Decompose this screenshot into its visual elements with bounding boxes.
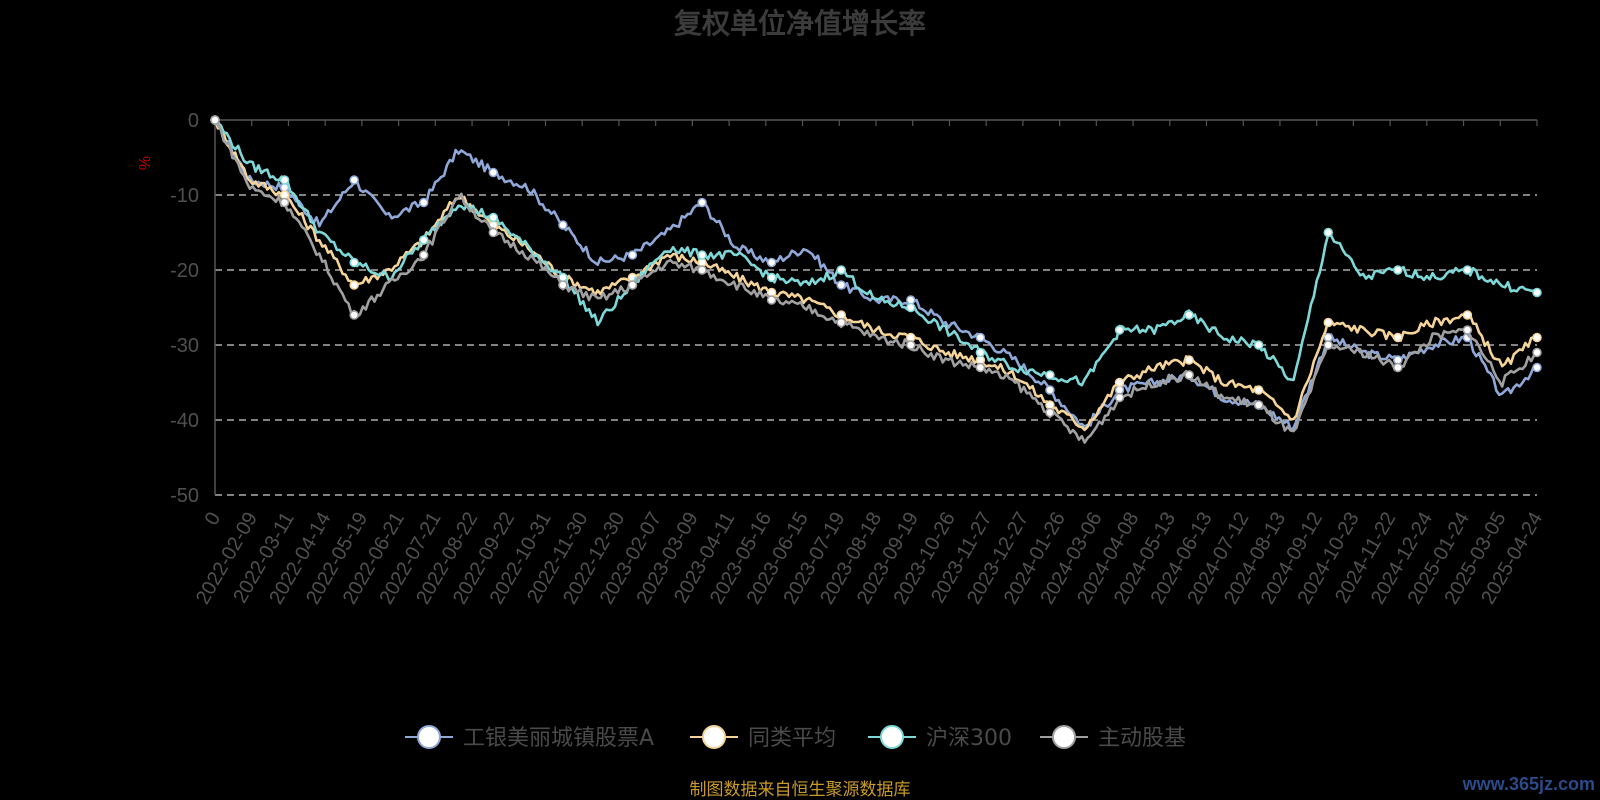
series-point [1045, 370, 1055, 380]
series-point [1184, 310, 1194, 320]
series-point [349, 175, 359, 185]
y-tick-label: -40 [170, 410, 199, 432]
legend-marker [417, 725, 441, 749]
legend-label: 工银美丽城镇股票A [463, 726, 654, 751]
series-point [418, 235, 429, 245]
series-point [766, 257, 777, 268]
series-point [1114, 325, 1125, 335]
series-point [279, 175, 290, 185]
series-point [488, 212, 499, 223]
y-tick-label: -10 [170, 185, 199, 207]
y-tick-label: 0 [188, 110, 199, 132]
series-point [1393, 332, 1403, 343]
series-point [975, 332, 986, 343]
legend-marker [1052, 725, 1076, 749]
series-point [488, 167, 499, 178]
series-point [1253, 340, 1264, 350]
series-point [1532, 287, 1542, 298]
legend-label: 主动股基 [1098, 726, 1186, 751]
series-point [697, 250, 707, 260]
series-point [349, 257, 359, 268]
series-point [1323, 317, 1334, 328]
grid-lines [215, 194, 1537, 496]
series-point [210, 115, 220, 125]
y-tick-label: -50 [170, 485, 199, 507]
series-point [1253, 385, 1264, 395]
series-point [836, 317, 846, 328]
series-point [697, 197, 707, 208]
legend: 工银美丽城镇股票A 同类平均 沪深300 主动股基 [405, 725, 1186, 751]
series-line-1 [214, 118, 1538, 431]
chart-title: 复权单位净值增长率 [674, 7, 926, 40]
series-lines [210, 115, 1542, 444]
series-point [627, 280, 638, 290]
series-point [1323, 227, 1334, 238]
series-point [1253, 400, 1264, 410]
series-point [906, 340, 916, 350]
series-point [766, 295, 777, 305]
legend-marker [880, 725, 904, 749]
axes [214, 119, 1538, 495]
series-line-4 [213, 119, 1538, 444]
series-point [1462, 265, 1473, 275]
y-tick-label: -20 [170, 260, 199, 282]
y-tick-labels: 0 -10 -20 -30 -40 -50 [170, 110, 199, 507]
series-point [558, 220, 568, 230]
legend-marker [702, 725, 726, 749]
watermark: www.365jz.com [1462, 774, 1595, 794]
series-point [975, 347, 986, 358]
series-point [627, 250, 638, 260]
legend-label: 沪深300 [926, 726, 1012, 751]
series-point [1462, 310, 1473, 320]
y-tick-label: -30 [170, 335, 199, 357]
y-axis-label: % [137, 156, 154, 170]
series-point [349, 310, 359, 320]
series-point [1114, 392, 1125, 403]
series-point [975, 362, 986, 373]
x-tick-label: 0 [201, 509, 226, 530]
series-point [1532, 362, 1542, 373]
series-point [349, 280, 359, 290]
series-point [418, 250, 429, 260]
series-point [1045, 385, 1055, 395]
series-point [836, 280, 846, 290]
series-point [418, 197, 429, 208]
x-tick-labels: 02022-02-092022-03-112022-04-142022-05-1… [192, 509, 1547, 609]
series-point [1462, 325, 1473, 335]
series-point [1045, 407, 1055, 418]
series-point [1532, 347, 1542, 358]
series-line-2 [213, 119, 1538, 432]
series-point [1184, 370, 1194, 380]
series-point [1393, 265, 1403, 275]
series-point [1184, 355, 1194, 365]
series-point [488, 227, 499, 238]
series-point [1532, 332, 1542, 343]
series-point [906, 302, 916, 313]
series-point [1114, 377, 1125, 388]
series-point [697, 265, 707, 275]
series-point [836, 265, 846, 275]
legend-label: 同类平均 [748, 726, 836, 751]
series-point [558, 280, 568, 290]
series-point [279, 197, 290, 208]
data-source-note: 制图数据来自恒生聚源数据库 [690, 780, 911, 800]
series-point [766, 272, 777, 283]
series-point [1323, 340, 1334, 350]
series-point [1393, 362, 1403, 373]
